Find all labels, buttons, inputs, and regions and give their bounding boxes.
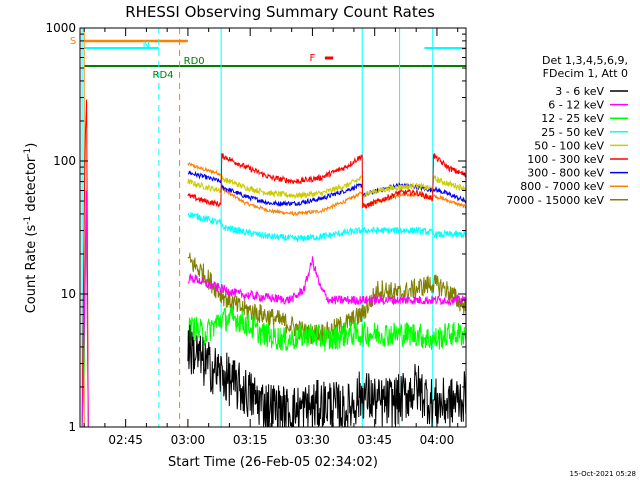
y-tick-label-0: 1 (68, 420, 76, 434)
legend-header-2: FDecim 1, Att 0 (543, 67, 628, 80)
timestamp: 15-Oct-2021 05:28 (570, 470, 636, 478)
y-label-exp2: -1 (23, 148, 33, 157)
y-axis: 1 10 100 1000 (45, 21, 466, 434)
legend-label-3: 25 - 50 keV (541, 126, 604, 139)
series-line-5 (187, 252, 467, 345)
series-line-0 (187, 161, 467, 217)
series-line-1 (187, 170, 467, 208)
legend: Det 1,3,4,5,6,9, FDecim 1, Att 0 3 - 6 k… (506, 54, 628, 207)
chart-title: RHESSI Observing Summary Count Rates (125, 3, 435, 21)
y-label-main: Count Rate (s (24, 225, 39, 314)
y-tick-label-3: 1000 (45, 21, 76, 35)
x-tick-label-5: 04:00 (420, 433, 455, 447)
y-tick-label-2: 100 (53, 154, 76, 168)
series-line-4 (187, 211, 467, 243)
flag-label-rd4: RD4 (153, 70, 174, 81)
early-spike-0 (81, 99, 89, 428)
legend-label-8: 7000 - 15000 keV (506, 194, 604, 207)
y-tick-label-1: 10 (61, 287, 76, 301)
x-tick-label-3: 03:30 (295, 433, 330, 447)
flag-label-f: F (310, 53, 316, 64)
plot-frame (79, 27, 467, 428)
legend-label-5: 100 - 300 keV (527, 153, 604, 166)
x-tick-label-0: 02:45 (108, 433, 143, 447)
series-line-6 (187, 256, 467, 306)
y-label-end: ) (24, 143, 39, 148)
flag-label-rd0: RD0 (184, 56, 205, 67)
x-axis: 02:45 03:00 03:15 03:30 03:45 04:00 (83, 28, 459, 447)
flag-label-s: S (70, 36, 76, 47)
y-label-exp1: -1 (23, 216, 33, 225)
series-line-8 (187, 324, 467, 428)
x-tick-label-4: 03:45 (357, 433, 392, 447)
legend-label-7: 800 - 7000 keV (520, 180, 604, 193)
flag-label-n: N (143, 40, 150, 51)
legend-label-1: 6 - 12 keV (548, 99, 604, 112)
legend-label-2: 12 - 25 keV (541, 112, 604, 125)
legend-label-6: 300 - 800 keV (527, 167, 604, 180)
series-line-3 (187, 152, 467, 210)
early-spike-2 (81, 190, 89, 428)
legend-label-4: 50 - 100 keV (534, 139, 604, 152)
y-axis-label: Count Rate (s-1 detector-1) (23, 143, 39, 314)
x-axis-label: Start Time (26-Feb-05 02:34:02) (168, 455, 378, 470)
x-tick-label-2: 03:15 (233, 433, 268, 447)
plot-area (81, 28, 467, 428)
legend-label-0: 3 - 6 keV (555, 85, 604, 98)
instrument-flags: S N RD4 RD0 F (70, 36, 466, 81)
legend-header-1: Det 1,3,4,5,6,9, (542, 54, 628, 67)
x-tick-label-1: 03:00 (171, 433, 206, 447)
series-line-7 (187, 305, 467, 352)
series-line-2 (187, 174, 467, 200)
y-label-mid: detector (24, 156, 39, 216)
